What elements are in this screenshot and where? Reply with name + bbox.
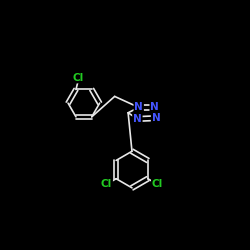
Text: N: N: [133, 114, 142, 124]
Text: N: N: [134, 102, 143, 113]
Text: Cl: Cl: [152, 179, 163, 189]
Text: N: N: [152, 113, 160, 123]
Text: Cl: Cl: [73, 72, 84, 83]
Text: Cl: Cl: [101, 179, 112, 189]
Text: N: N: [150, 102, 159, 113]
